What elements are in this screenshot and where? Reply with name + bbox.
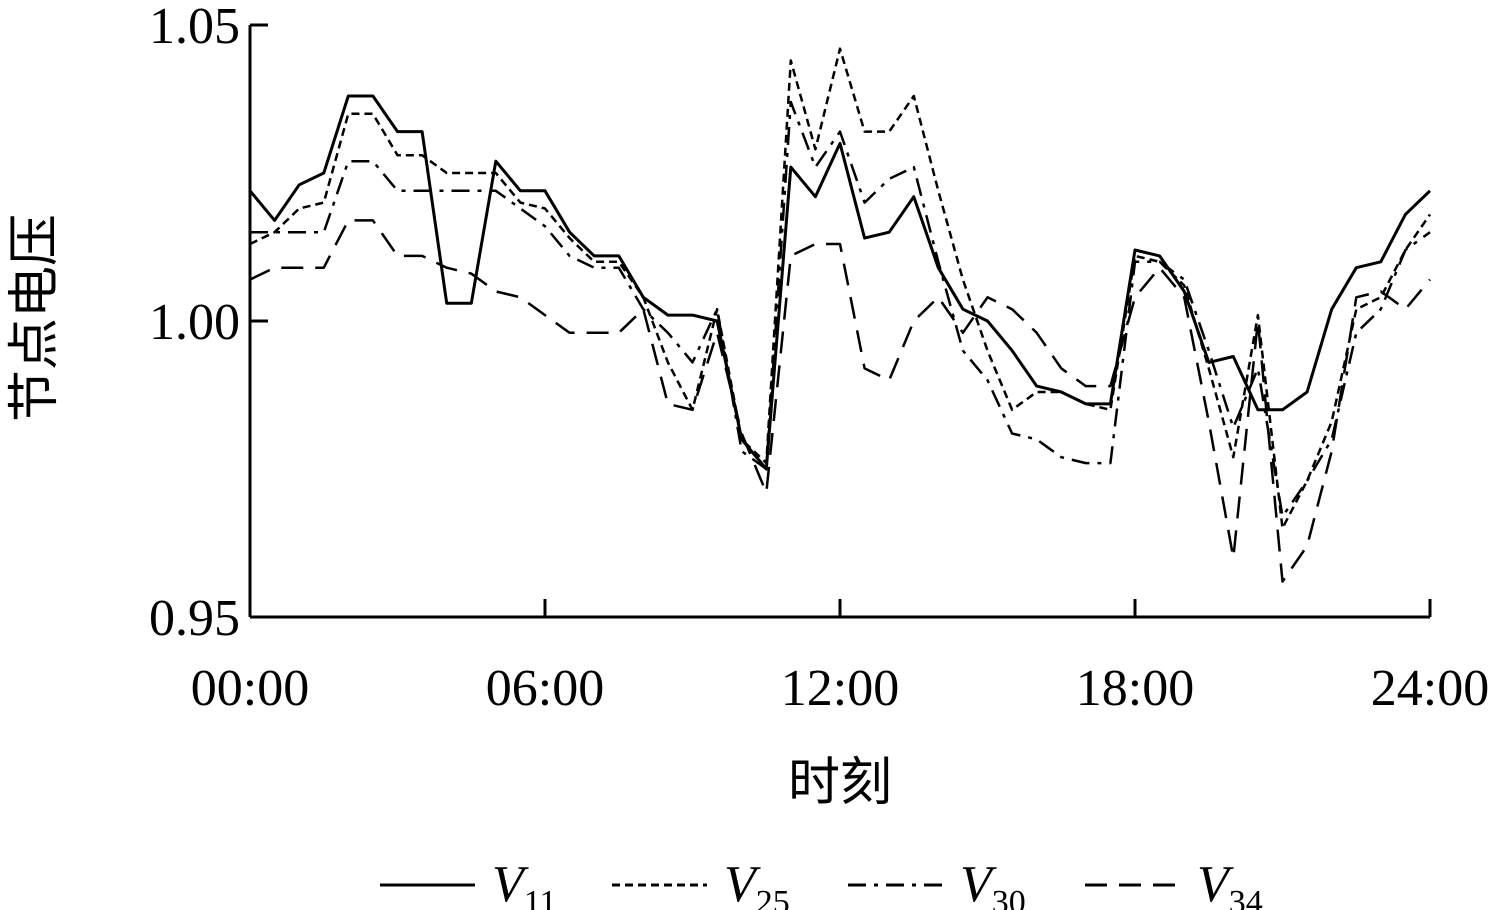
x-tick-label: 24:00 <box>1371 660 1489 717</box>
legend-label: V25 <box>724 856 790 910</box>
y-tick-label: 0.95 <box>149 590 240 647</box>
legend-label: V34 <box>1197 856 1263 910</box>
y-tick-label: 1.00 <box>149 294 240 351</box>
x-tick-label: 00:00 <box>191 660 309 717</box>
series-line <box>248 94 1432 471</box>
series-line <box>249 47 1432 530</box>
series-line <box>250 100 1431 518</box>
legend-label: V11 <box>492 856 557 910</box>
y-axis-label: 节点电压 <box>7 214 64 422</box>
legend-label: V30 <box>960 856 1026 910</box>
series-line <box>249 219 1431 583</box>
x-tick-label: 06:00 <box>486 660 604 717</box>
x-tick-label: 12:00 <box>781 660 899 717</box>
x-axis-label: 时刻 <box>788 755 892 812</box>
x-tick-label: 18:00 <box>1076 660 1194 717</box>
y-tick-label: 1.05 <box>149 0 240 55</box>
